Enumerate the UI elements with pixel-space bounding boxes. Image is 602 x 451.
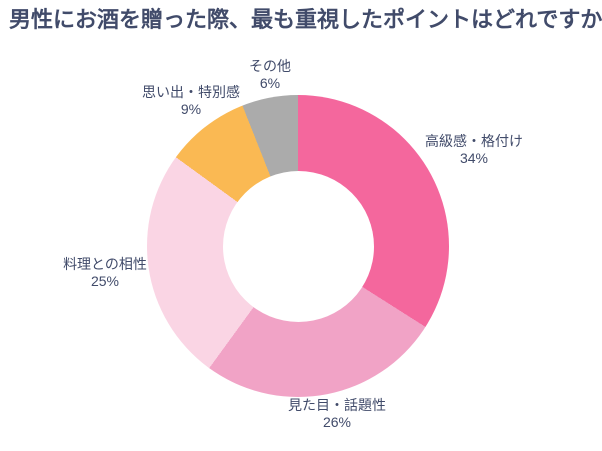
- donut-hole: [222, 170, 374, 322]
- segment-label-memories: 思い出・特別感 9%: [142, 84, 240, 118]
- segment-percent: 9%: [180, 101, 202, 117]
- segment-name: 思い出・特別感: [142, 84, 240, 100]
- segment-label-appearance: 見た目・話題性 26%: [288, 397, 386, 431]
- segment-percent: 6%: [259, 75, 281, 91]
- segment-name: 料理との相性: [63, 256, 147, 272]
- segment-percent: 26%: [322, 414, 352, 430]
- donut-chart: [147, 95, 449, 397]
- segment-label-food-pairing: 料理との相性 25%: [63, 256, 147, 290]
- segment-name: 見た目・話題性: [288, 397, 386, 413]
- chart-title: 男性にお酒を贈った際、最も重視したポイントはどれですか？: [9, 7, 602, 32]
- segment-percent: 25%: [90, 273, 120, 289]
- segment-percent: 34%: [459, 150, 489, 166]
- segment-label-luxury: 高級感・格付け 34%: [425, 133, 523, 167]
- segment-name: その他: [249, 58, 291, 74]
- segment-name: 高級感・格付け: [425, 133, 523, 149]
- segment-label-other: その他 6%: [249, 58, 291, 92]
